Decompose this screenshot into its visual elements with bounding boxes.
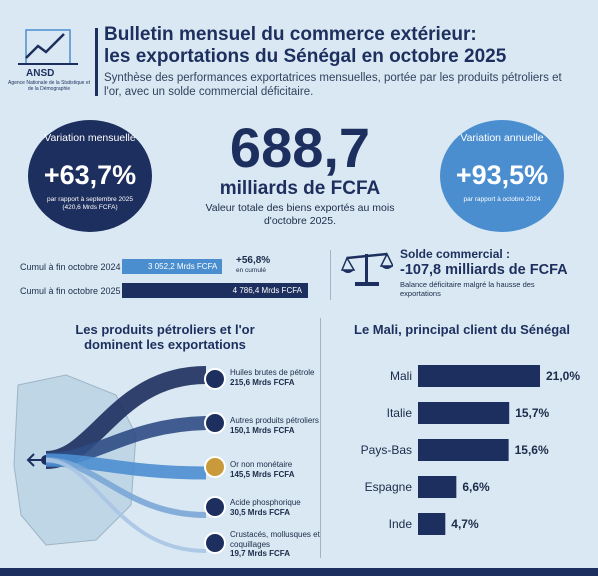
- logo-subtitle: Agence Nationale de la Statistique et de…: [8, 80, 90, 92]
- annual-label: Variation annuelle: [460, 132, 544, 144]
- oil-rig-icon: [204, 368, 226, 390]
- clients-section-title: Le Mali, principal client du Sénégal: [354, 322, 570, 337]
- bar-pays-bas: [418, 439, 509, 461]
- bar-value-label: 4,7%: [451, 517, 479, 531]
- cumul-2024-bar: 3 052,2 Mrds FCFA: [122, 259, 222, 274]
- product-value: 145,5 Mrds FCFA: [230, 469, 295, 479]
- product-name: Or non monétaire: [230, 460, 293, 469]
- bar-category-label: Inde: [389, 517, 413, 531]
- cumul-2025-bar: 4 786,4 Mrds FCFA: [122, 283, 308, 298]
- bar-espagne: [418, 476, 457, 498]
- monthly-variation-circle: Variation mensuelle +63,7% par rapport à…: [28, 120, 152, 232]
- annual-variation-circle: Variation annuelle +93,5% par rapport à …: [440, 120, 564, 232]
- product-value: 30,5 Mrds FCFA: [230, 507, 291, 517]
- balance-scale-icon: [341, 252, 393, 286]
- monthly-note: par rapport à septembre 2025 (420,6 Mrds…: [47, 196, 133, 211]
- cumul-growth: +56,8%: [236, 255, 271, 266]
- bar-category-label: Espagne: [365, 480, 413, 494]
- bar-category-label: Mali: [390, 369, 412, 383]
- annual-value: +93,5%: [455, 160, 549, 190]
- product-name: Autres produits pétroliers: [230, 416, 319, 425]
- chart-logo-icon: [18, 29, 78, 65]
- page-title: Bulletin mensuel du commerce extérieur: …: [104, 24, 574, 68]
- title-line-1: Bulletin mensuel du commerce extérieur:: [104, 24, 477, 45]
- solde-title: Solde commercial :: [400, 247, 511, 261]
- logo-name: ANSD: [26, 68, 55, 79]
- product-name: Crustacés, mollusques et coquillages: [230, 530, 320, 549]
- bar-inde: [418, 513, 446, 535]
- monthly-label: Variation mensuelle: [44, 132, 136, 144]
- product-value: 150,1 Mrds FCFA: [230, 425, 295, 435]
- product-value: 19,7 Mrds FCFA: [230, 549, 291, 558]
- headline-unit: milliards de FCFA: [219, 178, 381, 199]
- cumul-growth-note: en cumulé: [236, 267, 266, 274]
- headline-value: 688,7: [229, 116, 371, 179]
- senegal-map-flow: [13, 366, 206, 553]
- ansd-logo: ANSD Agence Nationale de la Statistique …: [8, 24, 90, 104]
- product-name: Huiles brutes de pétrole: [230, 368, 315, 377]
- bar-mali: [418, 365, 540, 387]
- products-title-line-1: Les produits pétroliers et l'or: [75, 322, 255, 337]
- cumul-divider: [330, 250, 331, 300]
- bar-category-label: Italie: [387, 406, 413, 420]
- bar-category-label: Pays-Bas: [361, 443, 412, 457]
- header-divider: [95, 28, 98, 96]
- page-subtitle: Synthèse des performances exportatrices …: [104, 72, 562, 98]
- gold-bars-icon: [204, 456, 226, 478]
- section-divider: [320, 318, 321, 558]
- fuel-pump-icon: [204, 412, 226, 434]
- solde-note: Balance déficitaire malgré la hausse des…: [400, 280, 535, 298]
- flask-icon: [204, 496, 226, 518]
- product-name: Acide phosphorique: [230, 498, 301, 507]
- cumul-2024-label: Cumul à fin octobre 2024: [20, 262, 121, 272]
- cumul-2025-label: Cumul à fin octobre 2025: [20, 286, 121, 296]
- solde-value: -107,8 milliards de FCFA: [400, 262, 568, 278]
- bar-value-label: 15,6%: [515, 443, 549, 457]
- bar-value-label: 6,6%: [462, 480, 490, 494]
- products-section-title: Les produits pétroliers et l'or dominent…: [20, 322, 310, 352]
- bar-value-label: 21,0%: [546, 369, 580, 383]
- bar-italie: [418, 402, 510, 424]
- annual-note: par rapport à octobre 2024: [463, 196, 541, 203]
- monthly-value: +63,7%: [43, 160, 137, 190]
- product-value: 215,6 Mrds FCFA: [230, 377, 295, 387]
- bar-value-label: 15,7%: [515, 406, 549, 420]
- footer-strip: [0, 568, 598, 576]
- headline-description: Valeur totale des biens exportés au mois…: [205, 202, 395, 227]
- clients-bar-chart: Mali 21,0% Italie 15,7% Pays-Bas 15,6% Espagne…: [361, 365, 580, 535]
- shell-icon: [204, 532, 226, 554]
- products-title-line-2: dominent les exportations: [84, 337, 246, 352]
- title-line-2: les exportations du Sénégal en octobre 2…: [104, 46, 507, 67]
